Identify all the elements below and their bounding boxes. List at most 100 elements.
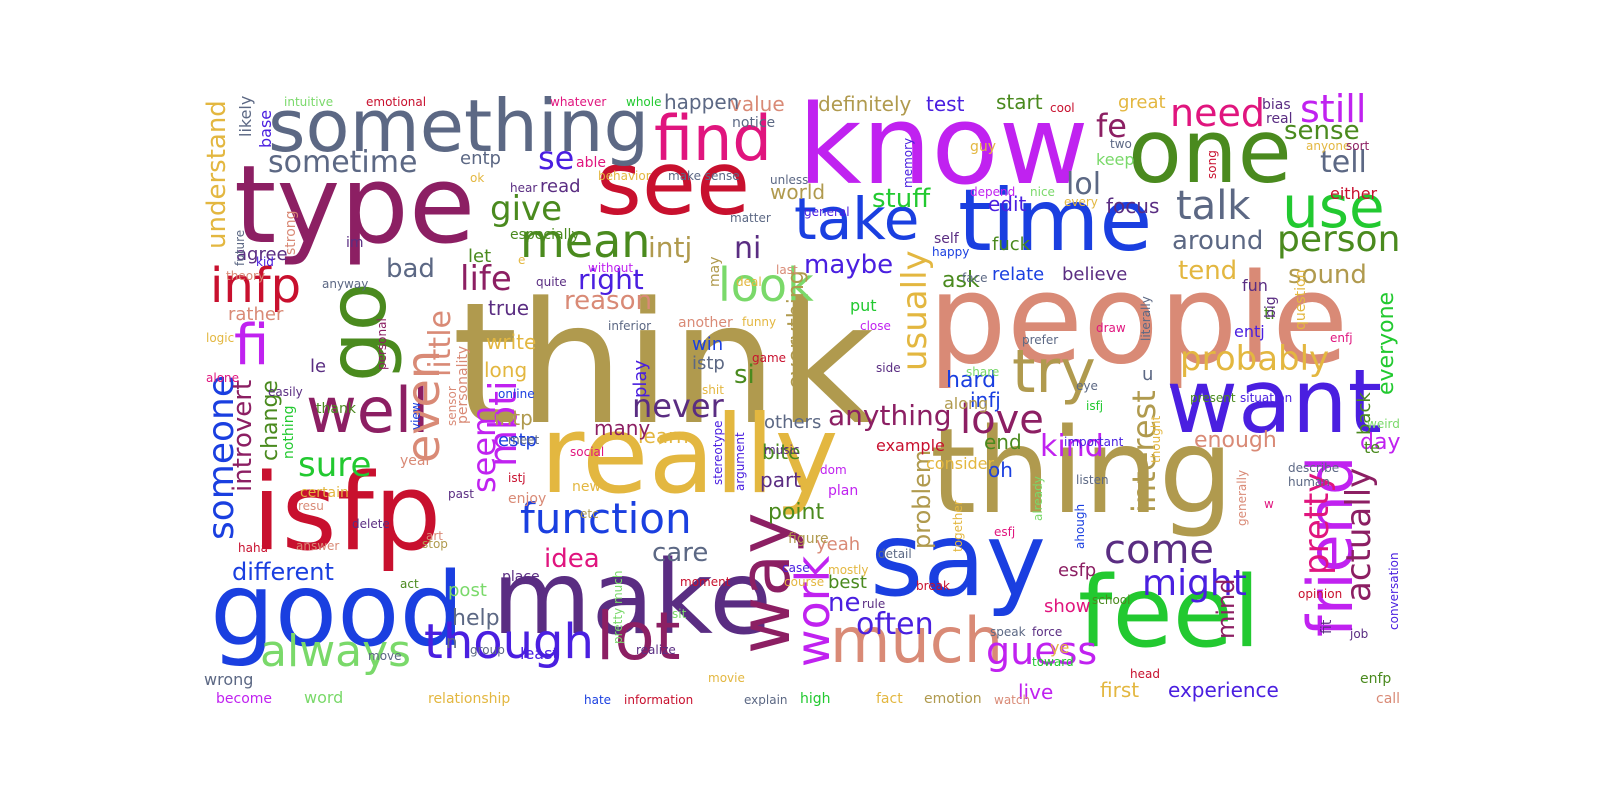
word-rather: rather <box>228 304 284 325</box>
word-sure: sure <box>298 445 372 485</box>
word-shit: shit <box>702 383 724 397</box>
word-funny: funny <box>742 315 777 329</box>
word-future: future <box>233 229 247 266</box>
word-music: music <box>764 443 800 457</box>
word-long: long <box>484 358 528 382</box>
word-lol: lol <box>1066 167 1102 202</box>
word-generally: generally <box>1235 469 1249 526</box>
word-true: true <box>488 296 530 320</box>
word-bad: bad <box>386 254 435 284</box>
word-draw: draw <box>1096 321 1126 335</box>
word-te: te <box>1364 438 1381 457</box>
word-put: put <box>850 296 877 315</box>
word-win: win <box>692 334 724 355</box>
word-world: world <box>770 180 826 204</box>
word-definitely: definitely <box>818 92 912 116</box>
word-move: move <box>368 649 402 663</box>
word-big: big <box>1263 296 1279 318</box>
word-sense: sense <box>1284 116 1360 146</box>
word-explain: explain <box>744 693 788 706</box>
word-isfj: isfj <box>1086 399 1104 413</box>
word-think: think <box>452 266 875 462</box>
word-answer: answer <box>296 539 340 553</box>
word-keep: keep <box>1096 150 1135 169</box>
word-whole: whole <box>626 95 662 109</box>
word-many: many <box>594 416 651 440</box>
word-little: little <box>423 310 458 377</box>
word-ok: ok <box>470 171 485 185</box>
word-intuitive: intuitive <box>284 95 334 109</box>
word-introvert: introvert <box>228 379 258 492</box>
word-present: present <box>1190 391 1236 405</box>
word-head: head <box>1130 667 1160 681</box>
word-try: try <box>1012 337 1096 407</box>
word-strong: strong <box>283 210 299 255</box>
word-person: person <box>1277 219 1400 260</box>
word-share: share <box>966 365 1000 379</box>
word-show: show <box>1044 596 1091 617</box>
word-stuff: stuff <box>872 184 931 214</box>
word-art: art <box>426 529 443 543</box>
word-movie: movie <box>708 671 745 685</box>
word-agree: agree <box>236 244 288 265</box>
word-sometime: sometime <box>268 145 418 180</box>
word-intp: intp <box>494 406 533 430</box>
word-istp: istp <box>692 353 725 374</box>
word-quite: quite <box>536 275 567 289</box>
word-post: post <box>448 580 487 601</box>
word-intj: intj <box>648 231 693 264</box>
word-meet: meet <box>508 433 540 447</box>
word-thing: thing <box>930 402 1234 540</box>
word-tell: tell <box>1320 145 1367 180</box>
word-u: u <box>1142 364 1154 385</box>
word-others: others <box>764 412 822 433</box>
word-either: either <box>1330 184 1378 203</box>
word-experience: experience <box>1168 678 1279 702</box>
word-speak: speak <box>990 625 1026 639</box>
word-haha: haha <box>238 541 268 555</box>
word-etc: etc <box>580 507 599 521</box>
word-watch: watch <box>994 693 1031 706</box>
word-play: play <box>630 359 651 398</box>
word-anything: anything <box>828 399 952 432</box>
word-fi: fi <box>234 313 270 378</box>
word-se: se <box>538 139 575 177</box>
word-mind: mind <box>1212 578 1240 640</box>
word-everyone: everyone <box>1374 291 1399 395</box>
word-believe: believe <box>1062 264 1128 285</box>
word-fe: fe <box>1096 107 1127 145</box>
word-example: example <box>876 436 945 455</box>
word-act: act <box>400 577 419 591</box>
word-reason: reason <box>564 286 652 316</box>
word-without: without <box>588 261 634 275</box>
word-matter: matter <box>730 211 771 225</box>
word-kind: kind <box>1040 429 1104 464</box>
word-bias: bias <box>1262 97 1291 113</box>
word-often: often <box>856 607 934 642</box>
word-test: test <box>926 92 965 116</box>
word-inferior: inferior <box>608 319 652 333</box>
word-much: much <box>830 604 1004 677</box>
word-need: need <box>1170 91 1265 135</box>
word-enfp: enfp <box>1360 671 1392 687</box>
word-real: real <box>1266 111 1293 127</box>
word-write: write <box>486 330 537 354</box>
word-make: make <box>492 539 773 658</box>
word-especially: especially <box>510 227 580 243</box>
word-anyway: anyway <box>322 277 369 291</box>
word-notice: notice <box>732 115 776 131</box>
word-break: break <box>916 579 950 593</box>
word-online: online <box>498 387 535 401</box>
word-always: always <box>260 626 412 677</box>
word-sit: sit <box>672 607 687 621</box>
word-logic: logic <box>206 331 235 345</box>
word-infp: infp <box>210 258 302 314</box>
word-whatever: whatever <box>550 95 607 109</box>
word-personal: personal <box>375 318 389 370</box>
word-isfp: isfp <box>252 451 442 574</box>
word-likely: likely <box>236 95 255 137</box>
word-consider: consider <box>926 454 995 473</box>
word-important: important <box>1064 435 1124 449</box>
word-entj: entj <box>1234 322 1265 341</box>
word-may: may <box>707 256 723 287</box>
